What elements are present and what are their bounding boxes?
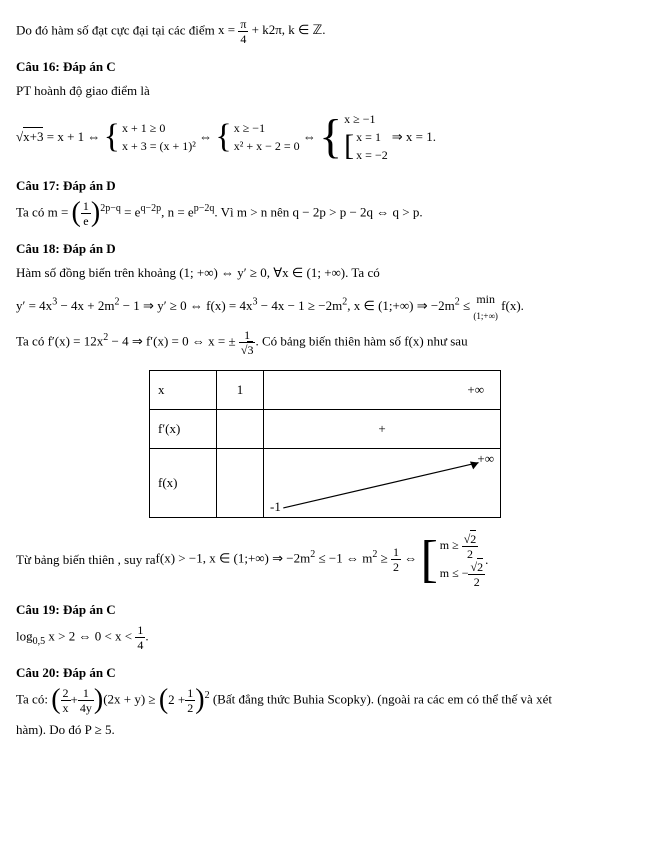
q18-l4-prefix: Từ bảng biến thiên , suy ra	[16, 550, 156, 571]
q16-s3c: x = −2	[356, 146, 388, 164]
vt-r1c3: +∞	[264, 371, 501, 410]
q16-lhs: √x+3 = x + 1 ⇔	[16, 129, 104, 145]
vt-r2c3: +	[264, 410, 501, 449]
q16-title: Câu 16: Đáp án C	[16, 59, 634, 75]
q17-prefix: Ta có	[16, 204, 48, 219]
q16-s2b: x² + x − 2 = 0	[234, 137, 300, 155]
q18-l4-bracket: [ m ≥ √22 m ≤ −√22	[420, 532, 485, 588]
q20-line2: hàm). Do đó P ≥ 5.	[16, 720, 634, 741]
arrow-icon	[264, 449, 500, 517]
q18-case1: m ≥ √22	[440, 532, 485, 560]
q16-equation: √x+3 = x + 1 ⇔ { x + 1 ≥ 0 x + 3 = (x + …	[16, 110, 634, 164]
q20-line1: Ta có: ( 2x + 14y ) (2x + y) ≥ ( 2 + 12 …	[16, 687, 634, 714]
vt-r3c3: +∞ -1	[264, 449, 501, 518]
q16-result: ⇒ x = 1.	[392, 129, 436, 145]
q16-s3bc: [ x = 1 x = −2	[344, 128, 388, 164]
q20-title: Câu 20: Đáp án C	[16, 665, 634, 681]
q16-brace1: { x + 1 ≥ 0 x + 3 = (x + 1)²	[104, 119, 196, 155]
intro-line: Do đó hàm số đạt cực đại tại các điểm x …	[16, 18, 634, 45]
q16-s1a: x + 1 ≥ 0	[122, 119, 196, 137]
intro-text: Do đó hàm số đạt cực đại tại các điểm	[16, 22, 218, 37]
vt-r1c1: x	[150, 371, 217, 410]
vt-r2c2	[217, 410, 264, 449]
q17-tail: Vì m > n nên q − 2p > p − 2q ⇔ q > p.	[221, 204, 423, 219]
sep1: ⇔	[196, 129, 216, 145]
q18-min-sub: (1;+∞)	[473, 309, 498, 323]
q18-title: Câu 18: Đáp án D	[16, 241, 634, 257]
q16-s3a: x ≥ −1	[344, 110, 388, 128]
q18-l4-math: f(x) > −1, x ∈ (1;+∞) ⇒ −2m2 ≤ −1 ⇔ m2 ≥…	[156, 546, 421, 573]
q16-brace3: { x ≥ −1 [ x = 1 x = −2	[319, 110, 388, 164]
q18-l2: y′ = 4x3 − 4x + 2m2 − 1 ⇒ y′ ≥ 0 ⇔ f(x) …	[16, 290, 634, 324]
sep2: ⇔	[300, 129, 320, 145]
vt-inf1: +∞	[467, 382, 492, 398]
q18-case2: m ≤ −√22	[440, 560, 485, 588]
q18-l3: Ta có f′(x) = 12x2 − 4 ⇒ f′(x) = 0 ⇔ x =…	[16, 329, 634, 356]
q19-title: Câu 19: Đáp án C	[16, 602, 634, 618]
q20-prefix: Ta có:	[16, 691, 51, 706]
intro-math: x = π4 + k2π, k ∈ ℤ.	[218, 22, 326, 37]
q18-dot: .	[485, 550, 488, 571]
q16-s1b: x + 3 = (x + 1)²	[122, 137, 196, 155]
q16-s3b: x = 1	[356, 128, 388, 146]
q16-brace2: { x ≥ −1 x² + x − 2 = 0	[215, 119, 299, 155]
q17-title: Câu 17: Đáp án D	[16, 178, 634, 194]
variation-table: x 1 +∞ f′(x) + f(x) +∞ -1	[149, 370, 501, 518]
vt-r3c1: f(x)	[150, 449, 217, 518]
q16-line: PT hoành độ giao điểm là	[16, 81, 634, 102]
q18-l4: Từ bảng biến thiên , suy ra f(x) > −1, x…	[16, 532, 634, 588]
q17-line: Ta có m = ( 1e ) 2p−q = eq−2p, n = ep−2q…	[16, 200, 634, 227]
q16-s2a: x ≥ −1	[234, 119, 300, 137]
q19-line: log0,5 x > 2 ⇔ 0 < x < 14.	[16, 624, 634, 651]
vt-r2c1: f′(x)	[150, 410, 217, 449]
q18-l1: Hàm số đồng biến trên khoảng (1; +∞) ⇔ y…	[16, 263, 634, 284]
vt-r3c2	[217, 449, 264, 518]
vt-r1c2: 1	[217, 371, 264, 410]
q20-tail1: (Bất đẳng thức Buhia Scopky). (ngoài ra …	[213, 691, 552, 706]
